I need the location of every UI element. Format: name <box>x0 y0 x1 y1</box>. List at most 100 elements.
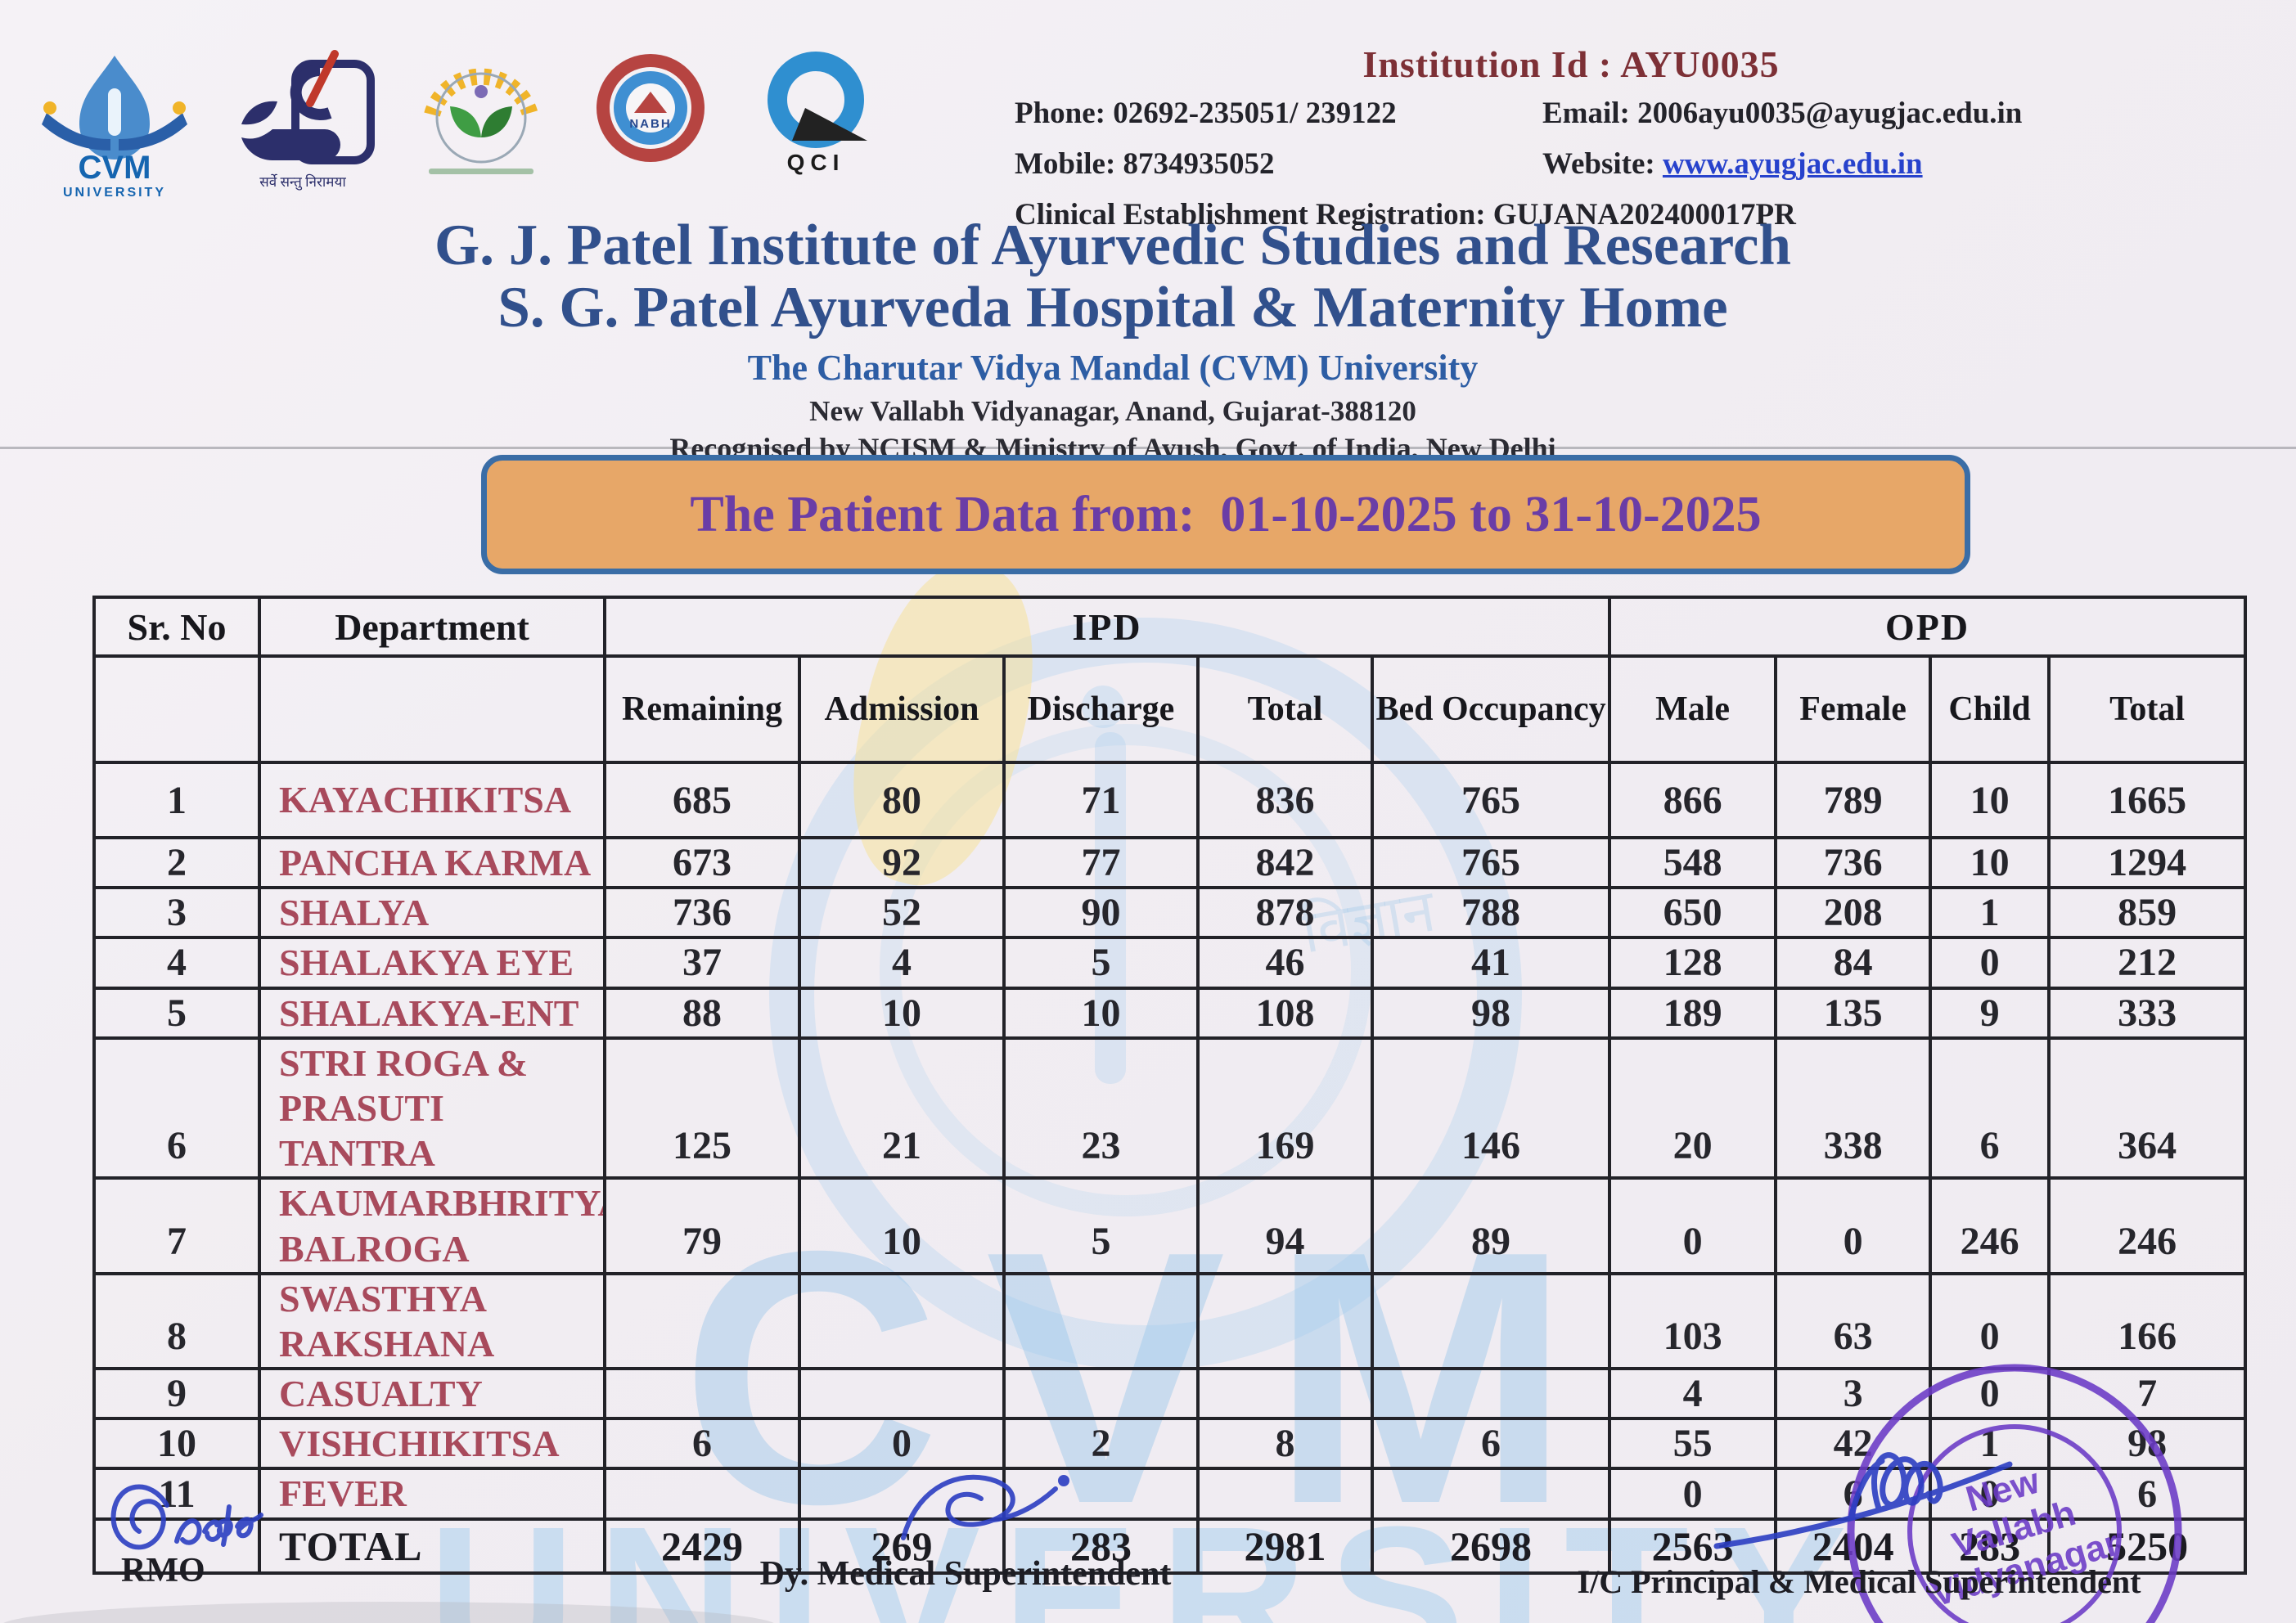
cvm-logo-subtext: UNIVERSITY <box>63 186 166 200</box>
cell-discharge: 5 <box>1002 1176 1200 1275</box>
nabh-logo-caption: NABH <box>629 117 671 131</box>
table-header-row-2: Remaining Admission Discharge Total Bed … <box>92 654 2248 764</box>
cell-remaining: 37 <box>603 936 801 990</box>
ayush-logo-caption: सर्वे सन्तु निरामया <box>259 173 346 191</box>
table-total-row: TOTAL 2429 269 283 2981 2698 2563 2404 283 5250 <box>92 1517 2248 1575</box>
cell-admission: 4 <box>798 936 1006 990</box>
cell-opd_total: 166 <box>2047 1271 2248 1371</box>
cell-dept: KAYACHIKITSA <box>258 761 606 839</box>
website-link[interactable]: www.ayugjac.edu.in <box>1662 147 1923 181</box>
header-remaining: Remaining <box>603 654 801 764</box>
cell-child: 246 <box>1929 1176 2051 1275</box>
table-row: 6 STRI ROGA & PRASUTI TANTRA 125 21 23 169 146… <box>92 1036 2248 1180</box>
institution-id: Institution Id : AYU0035 <box>1362 43 1780 85</box>
cell-male: 189 <box>1608 986 1778 1040</box>
cell-sr: 9 <box>92 1367 261 1421</box>
header-discharge: Discharge <box>1002 654 1200 764</box>
table-row: 4 SHALAKYA EYE 37 4 5 46 41 128 84 0 212 <box>92 936 2248 990</box>
cell-sr <box>92 1517 261 1575</box>
cell-discharge <box>1002 1467 1200 1521</box>
cell-female: 338 <box>1774 1036 1933 1180</box>
cell-dept: SHALAKYA-ENT <box>258 986 606 1040</box>
cell-ipd_total: 842 <box>1196 835 1374 890</box>
cell-remaining: 88 <box>603 986 801 1040</box>
cell-child: 283 <box>1929 1517 2051 1575</box>
cell-child: 9 <box>1929 986 2051 1040</box>
cell-dept: KAUMARBHRITYA BALROGA <box>258 1176 606 1275</box>
cell-opd_total: 364 <box>2047 1036 2248 1180</box>
cell-remaining: 79 <box>603 1176 801 1275</box>
cell-ipd_total: 94 <box>1196 1176 1374 1275</box>
table-row: 3 SHALYA 736 52 90 878 788 650 208 1 859 <box>92 886 2248 940</box>
table-row: 2 PANCHA KARMA 673 92 77 842 765 548 736 10 1294 <box>92 835 2248 890</box>
cell-male: 4 <box>1608 1367 1778 1421</box>
cell-dept: SWASTHYA RAKSHANA <box>258 1271 606 1371</box>
rmo-label: RMO <box>121 1552 205 1589</box>
cell-ipd_total: 46 <box>1196 936 1374 990</box>
cell-admission: 10 <box>798 986 1006 1040</box>
cell-admission <box>798 1367 1006 1421</box>
cell-sr: 10 <box>92 1417 261 1471</box>
header-bed-occupancy: Bed Occupancy <box>1370 654 1612 764</box>
phone-line: Phone: 02692-235051/ 239122 <box>1015 97 1397 130</box>
cell-discharge: 2 <box>1002 1417 1200 1471</box>
table-row: 7 KAUMARBHRITYA BALROGA 79 10 5 94 89 0 0 246 246 <box>92 1176 2248 1275</box>
cell-bed: 98 <box>1370 986 1612 1040</box>
website-label: Website: <box>1542 147 1663 181</box>
cell-opd_total: 7 <box>2047 1367 2248 1421</box>
cell-admission: 92 <box>798 835 1006 890</box>
cell-dept: STRI ROGA & PRASUTI TANTRA <box>258 1036 606 1180</box>
cell-discharge: 77 <box>1002 835 1200 890</box>
cell-sr: 2 <box>92 835 261 890</box>
cvm-logo-text: CVM <box>79 150 151 186</box>
cell-remaining: 685 <box>603 761 801 839</box>
cell-admission: 80 <box>798 761 1006 839</box>
cell-remaining: 6 <box>603 1417 801 1471</box>
email-line: Email: 2006ayu0035@ayugjac.edu.in <box>1542 97 2023 130</box>
hospital-title: S. G. Patel Ayurveda Hospital & Maternit… <box>497 276 1728 339</box>
cell-discharge: 283 <box>1002 1517 1200 1575</box>
cell-child: 6 <box>1929 1036 2051 1180</box>
header-ipd: IPD <box>602 596 1612 658</box>
table-header-row-1: Sr. No Department IPD OPD <box>92 596 2248 658</box>
cell-male: 128 <box>1608 936 1778 990</box>
cell-sr: 4 <box>92 936 261 990</box>
cell-bed: 146 <box>1370 1036 1612 1180</box>
header-male: Male <box>1608 654 1778 764</box>
cell-bed: 765 <box>1370 835 1612 890</box>
cell-remaining <box>603 1367 801 1421</box>
cell-dept: VISHCHIKITSA <box>258 1417 606 1471</box>
cell-discharge <box>1002 1367 1200 1421</box>
cell-admission: 10 <box>798 1176 1006 1275</box>
cell-bed <box>1370 1367 1612 1421</box>
cell-male: 20 <box>1608 1036 1778 1180</box>
cell-discharge: 90 <box>1002 886 1200 940</box>
contact-block: Institution Id : AYU0035 Phone: 02692-23… <box>1015 43 2267 238</box>
empty-header-cell <box>92 654 261 764</box>
cell-female: 84 <box>1774 936 1933 990</box>
cell-ipd_total <box>1196 1271 1374 1371</box>
cell-male: 866 <box>1608 761 1778 839</box>
cell-ipd_total: 8 <box>1196 1417 1374 1471</box>
cell-remaining: 2429 <box>603 1517 801 1575</box>
cell-opd_total: 212 <box>2047 936 2248 990</box>
cell-opd_total: 6 <box>2047 1467 2248 1521</box>
cell-child: 0 <box>1929 1271 2051 1371</box>
cell-bed: 765 <box>1370 761 1612 839</box>
header-sr-no: Sr. No <box>92 596 261 658</box>
cell-discharge: 23 <box>1002 1036 1200 1180</box>
scan-edge-shadow <box>0 1602 777 1623</box>
qci-logo-caption: QCI <box>787 150 845 175</box>
cell-discharge: 5 <box>1002 936 1200 990</box>
cell-remaining: 736 <box>603 886 801 940</box>
cell-male: 2563 <box>1608 1517 1778 1575</box>
cell-child: 0 <box>1929 936 2051 990</box>
cvm-university-logo: CVM UNIVERSITY <box>42 56 187 200</box>
dy-ms-label: Dy. Medical Superintendent <box>759 1555 1172 1593</box>
cell-bed <box>1370 1467 1612 1521</box>
header-opd-total: Total <box>2047 654 2248 764</box>
cell-discharge: 71 <box>1002 761 1200 839</box>
cell-dept: SHALYA <box>258 886 606 940</box>
cell-opd_total: 246 <box>2047 1176 2248 1275</box>
